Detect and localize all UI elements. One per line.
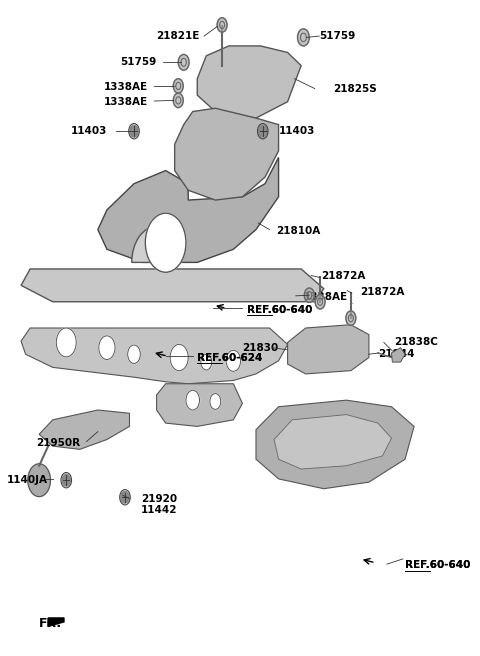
Circle shape <box>178 54 189 70</box>
Text: 21920: 21920 <box>141 493 177 504</box>
Circle shape <box>170 344 188 371</box>
Text: 21821E: 21821E <box>156 31 200 41</box>
Circle shape <box>130 125 138 137</box>
Text: 51759: 51759 <box>319 31 356 41</box>
Text: 1338AE: 1338AE <box>103 96 147 107</box>
Text: 1338AE: 1338AE <box>303 291 348 302</box>
Text: REF.60-640: REF.60-640 <box>247 304 312 315</box>
Circle shape <box>145 213 186 272</box>
Text: 11403: 11403 <box>71 126 107 136</box>
Polygon shape <box>48 618 64 626</box>
Polygon shape <box>256 400 414 489</box>
Circle shape <box>210 394 221 409</box>
Circle shape <box>201 354 212 370</box>
Polygon shape <box>392 348 405 362</box>
Circle shape <box>62 474 70 486</box>
Text: REF.60-640: REF.60-640 <box>405 560 470 571</box>
Circle shape <box>226 350 240 371</box>
Text: 51759: 51759 <box>120 57 156 68</box>
Polygon shape <box>288 325 369 374</box>
Text: 11403: 11403 <box>278 126 315 136</box>
Text: 21844: 21844 <box>378 349 414 359</box>
Text: 21872A: 21872A <box>360 287 404 297</box>
Text: 21950R: 21950R <box>36 438 80 448</box>
Text: REF.60-624: REF.60-624 <box>197 352 263 363</box>
Text: 21830: 21830 <box>242 342 278 353</box>
Polygon shape <box>39 410 130 449</box>
Polygon shape <box>274 415 392 469</box>
Text: 21838C: 21838C <box>394 337 438 348</box>
Text: 11442: 11442 <box>141 505 177 516</box>
Circle shape <box>346 311 356 325</box>
Circle shape <box>186 390 200 410</box>
Polygon shape <box>156 384 242 426</box>
Polygon shape <box>175 108 278 200</box>
Circle shape <box>259 125 267 137</box>
Circle shape <box>173 93 183 108</box>
Circle shape <box>304 288 314 302</box>
Circle shape <box>99 336 115 359</box>
Text: 1140JA: 1140JA <box>7 475 48 485</box>
Text: FR.: FR. <box>39 617 62 630</box>
Text: REF.60-640: REF.60-640 <box>405 560 470 571</box>
Text: 21810A: 21810A <box>276 226 321 236</box>
Polygon shape <box>98 157 278 262</box>
Polygon shape <box>21 269 324 302</box>
Circle shape <box>173 79 183 93</box>
Circle shape <box>217 18 227 32</box>
Text: 21872A: 21872A <box>322 270 366 281</box>
Text: REF.60-624: REF.60-624 <box>197 352 263 363</box>
Text: 1338AE: 1338AE <box>103 81 147 92</box>
Wedge shape <box>132 226 181 262</box>
Circle shape <box>128 345 140 363</box>
Circle shape <box>121 491 129 503</box>
Text: REF.60-640: REF.60-640 <box>247 304 312 315</box>
Polygon shape <box>21 328 288 384</box>
Circle shape <box>315 295 325 309</box>
Circle shape <box>56 328 76 357</box>
Text: 21825S: 21825S <box>333 83 376 94</box>
Circle shape <box>28 464 50 497</box>
Circle shape <box>298 29 309 46</box>
Polygon shape <box>197 46 301 118</box>
